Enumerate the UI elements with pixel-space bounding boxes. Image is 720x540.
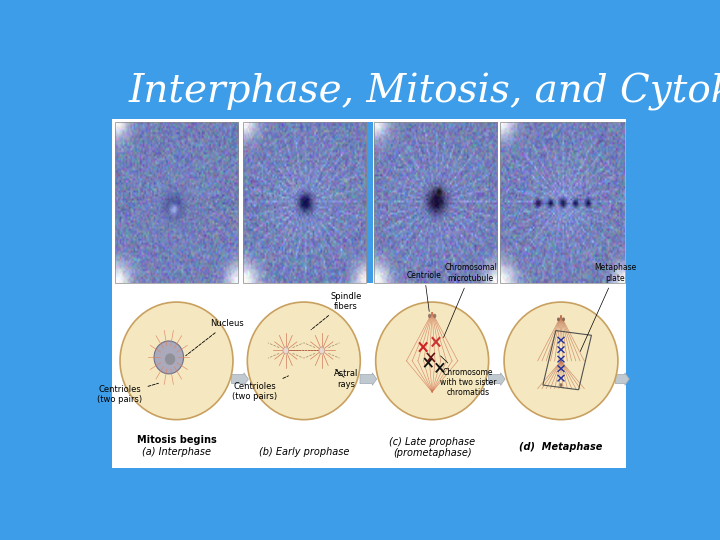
Text: (c) Late prophase
(prometaphase): (c) Late prophase (prometaphase) — [389, 436, 475, 458]
Text: Centrioles
(two pairs): Centrioles (two pairs) — [233, 376, 289, 401]
Text: Spindle
fibers: Spindle fibers — [311, 292, 362, 330]
Text: (a) Interphase: (a) Interphase — [142, 447, 211, 457]
Text: Centriole: Centriole — [407, 271, 442, 312]
Bar — [112, 119, 626, 468]
Text: Chromosomal
microtubule: Chromosomal microtubule — [444, 264, 497, 338]
Ellipse shape — [428, 314, 431, 318]
FancyArrow shape — [488, 373, 505, 386]
Ellipse shape — [376, 302, 489, 420]
Bar — [543, 330, 591, 390]
Ellipse shape — [283, 347, 289, 354]
Bar — [500, 123, 625, 283]
Ellipse shape — [165, 353, 175, 365]
Text: Chromosome
with two sister
chromatids: Chromosome with two sister chromatids — [440, 356, 496, 397]
Ellipse shape — [433, 314, 436, 318]
Ellipse shape — [319, 347, 325, 354]
Text: Interphase, Mitosis, and Cytokinesis: Interphase, Mitosis, and Cytokinesis — [129, 73, 720, 111]
Ellipse shape — [154, 341, 184, 374]
Text: Mitosis begins: Mitosis begins — [137, 435, 217, 444]
Text: (b) Early prophase: (b) Early prophase — [258, 447, 349, 457]
FancyArrow shape — [360, 373, 377, 386]
Ellipse shape — [562, 318, 565, 321]
Text: Metaphase
plate: Metaphase plate — [580, 264, 636, 352]
Text: Astral
rays: Astral rays — [334, 369, 359, 389]
Bar — [243, 123, 366, 283]
Ellipse shape — [504, 302, 618, 420]
Ellipse shape — [559, 383, 562, 387]
Text: (d)  Metaphase: (d) Metaphase — [519, 442, 603, 453]
Ellipse shape — [557, 318, 560, 321]
Bar — [374, 123, 498, 283]
Text: Nucleus: Nucleus — [186, 319, 243, 356]
FancyArrow shape — [616, 373, 629, 386]
Bar — [367, 123, 373, 283]
Text: Centrioles
(two pairs): Centrioles (two pairs) — [97, 383, 158, 404]
Ellipse shape — [120, 302, 233, 420]
FancyArrow shape — [232, 373, 248, 386]
Ellipse shape — [248, 302, 360, 420]
Bar — [115, 123, 238, 283]
